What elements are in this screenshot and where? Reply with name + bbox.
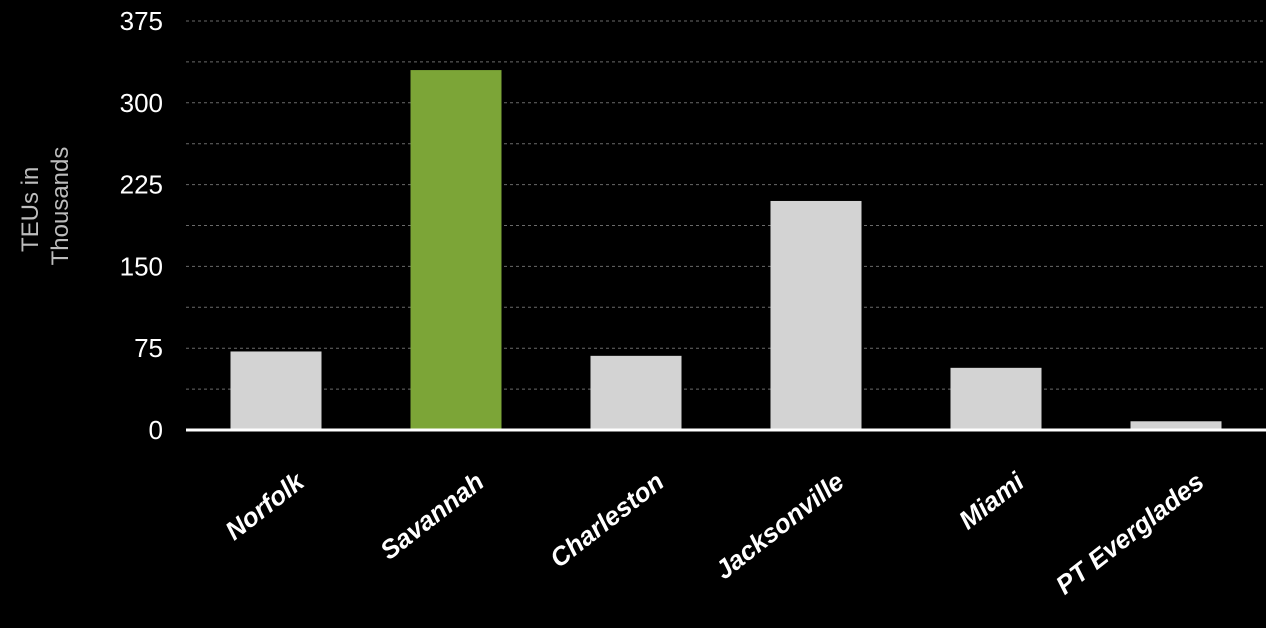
- gridlines: [186, 20, 1266, 390]
- bar-charleston: [590, 355, 682, 430]
- y-axis-label-line-2: Thousands: [47, 147, 74, 266]
- y-tick-label: 375: [120, 6, 163, 36]
- x-tick-label: PT Everglades: [1050, 466, 1210, 600]
- bar-savannah: [410, 70, 502, 430]
- y-axis-label-line-1: TEUs in: [17, 167, 44, 252]
- bar-miami: [950, 367, 1042, 430]
- x-tick-label: Norfolk: [219, 465, 310, 546]
- x-tick-labels: Norfolk Savannah Charleston Jacksonville Mia…: [219, 465, 1209, 600]
- bar-norfolk: [230, 351, 322, 430]
- x-tick-label: Jacksonville: [709, 466, 849, 585]
- y-tick-label: 150: [120, 251, 163, 281]
- x-tick-label: Charleston: [544, 466, 669, 573]
- y-tick-labels: 0 75 150 225 300 375: [120, 6, 163, 445]
- y-axis-label: TEUs in Thousands: [17, 147, 74, 266]
- y-tick-label: 225: [120, 170, 163, 200]
- x-tick-label: Miami: [953, 466, 1030, 535]
- x-tick-label: Savannah: [374, 466, 489, 565]
- bar-pt-everglades: [1130, 421, 1222, 430]
- bar-jacksonville: [770, 200, 862, 430]
- y-tick-label: 75: [134, 333, 163, 363]
- y-tick-label: 300: [120, 88, 163, 118]
- y-tick-label: 0: [149, 415, 163, 445]
- bars: [230, 70, 1222, 430]
